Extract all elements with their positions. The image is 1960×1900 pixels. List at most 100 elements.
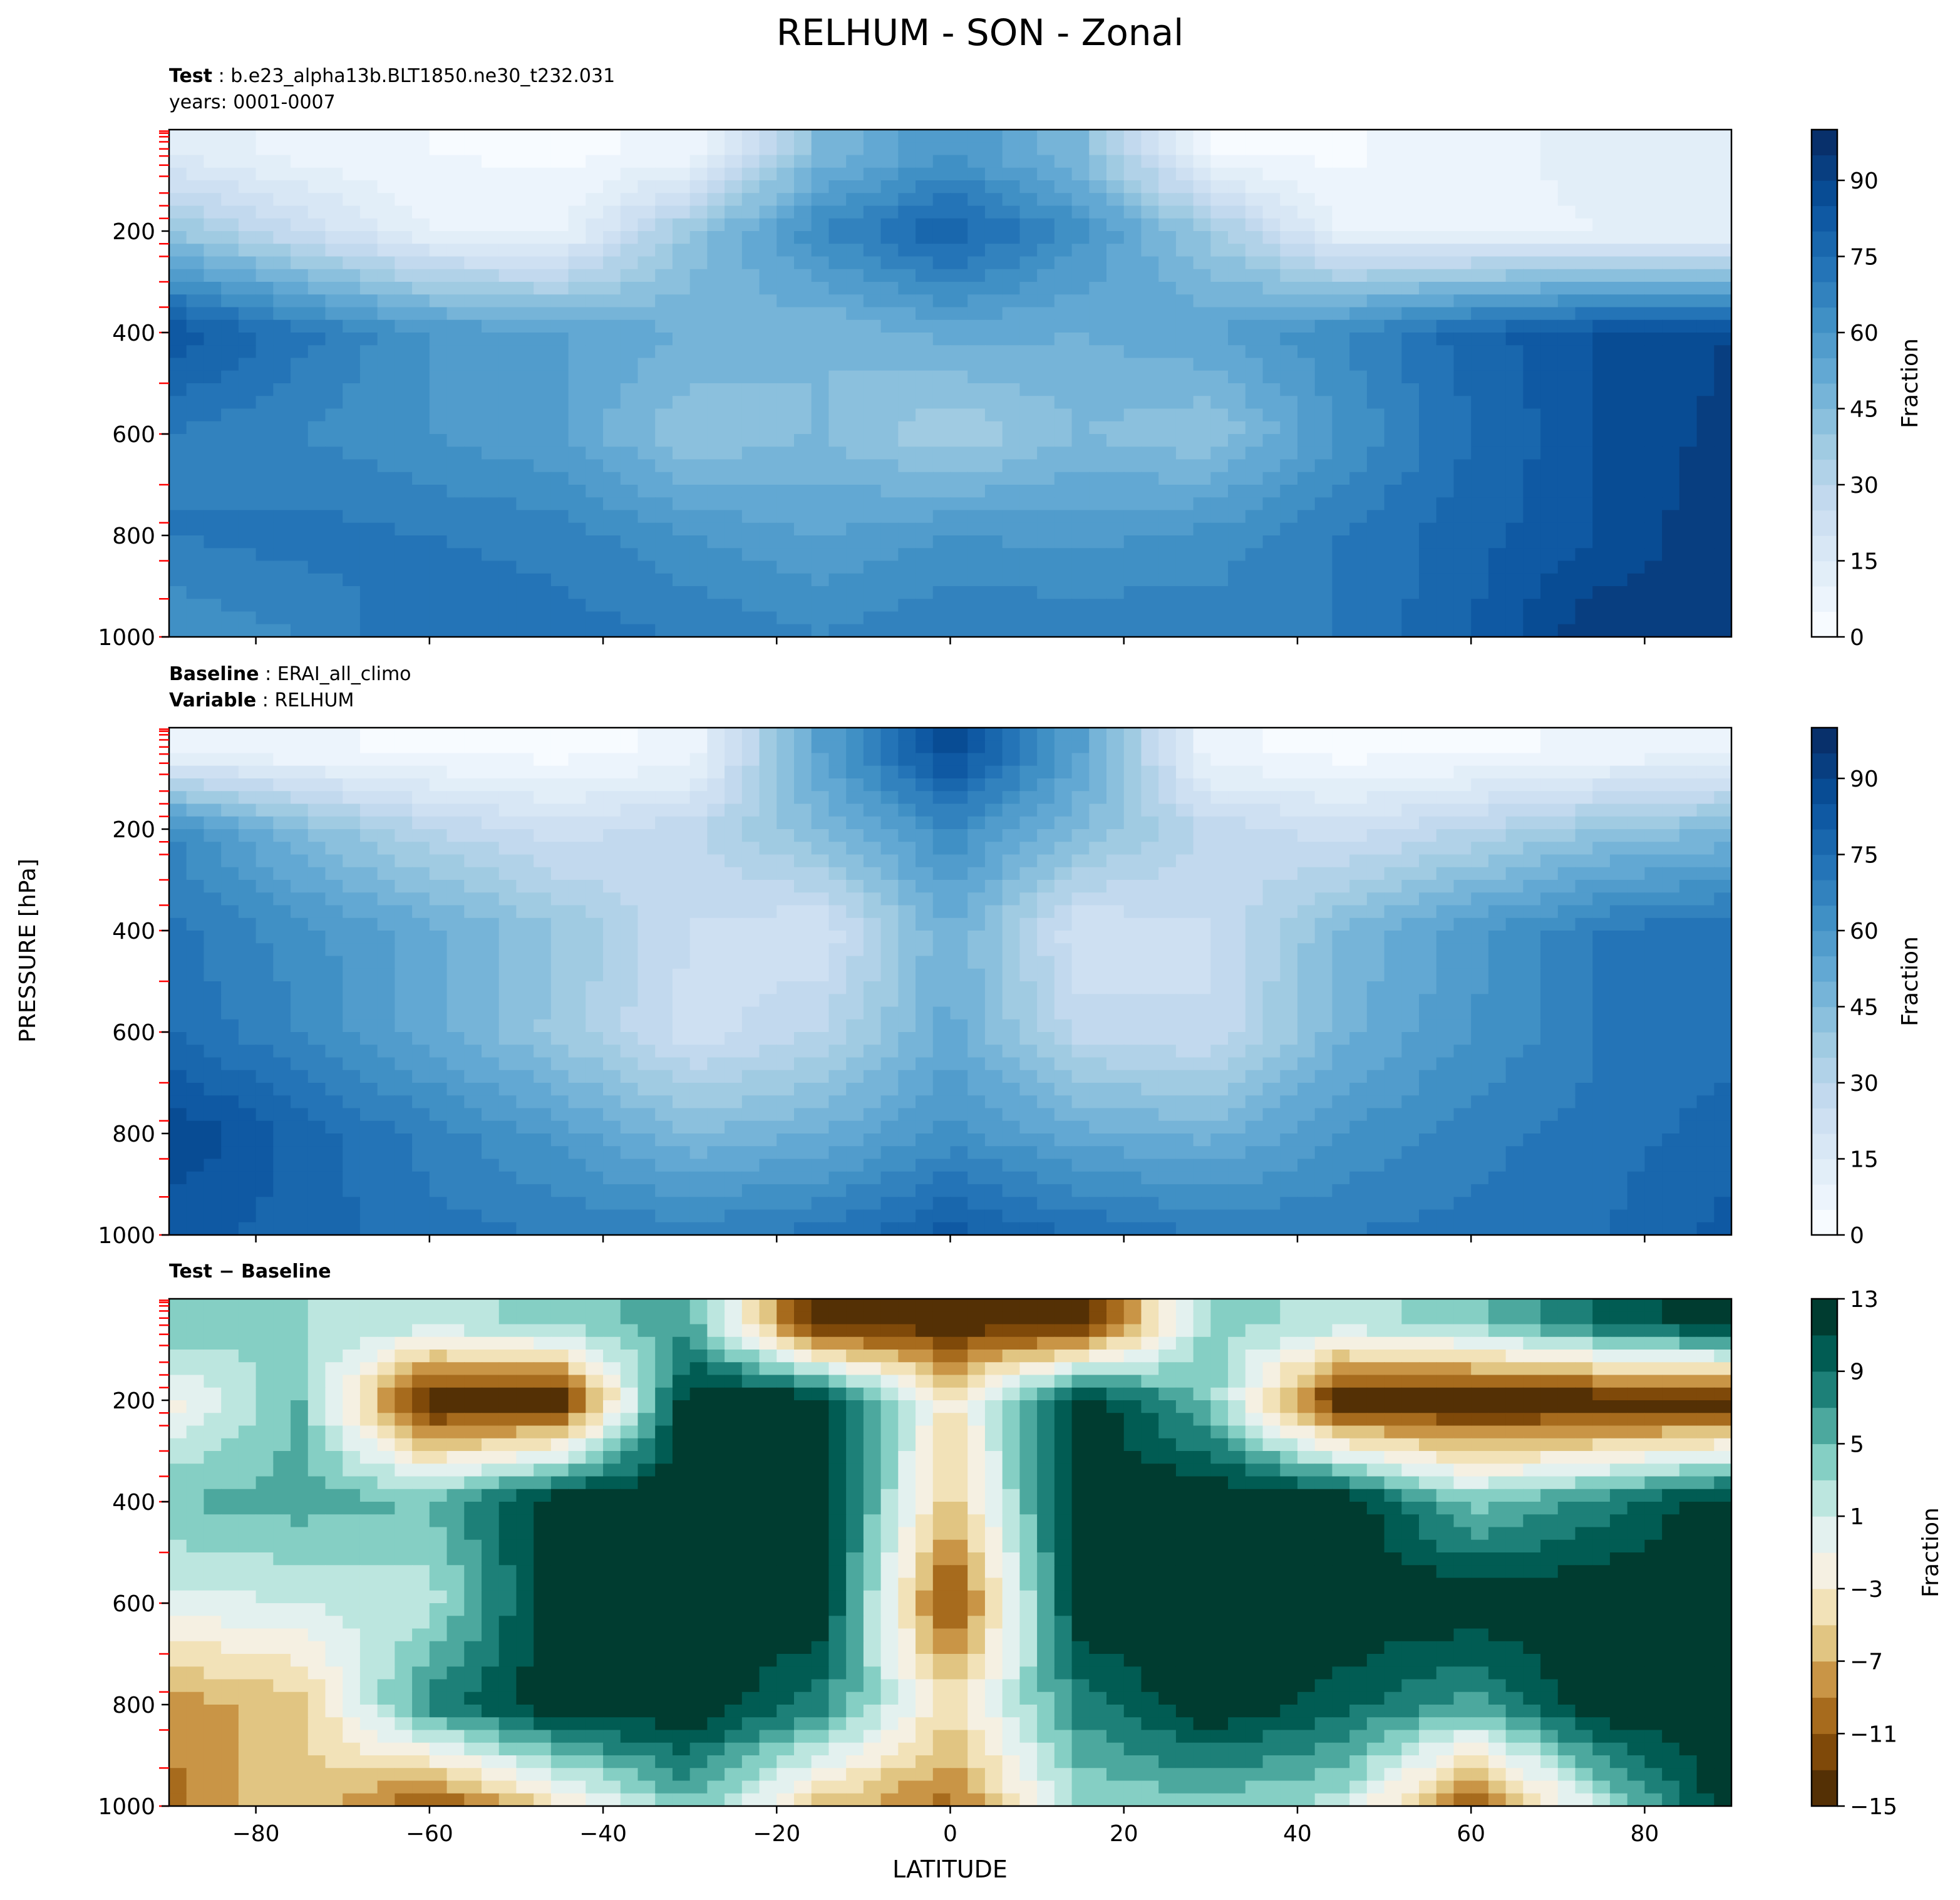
heatmap-cell: [1366, 256, 1385, 270]
heatmap-cell: [1193, 842, 1211, 855]
heatmap-cell: [1523, 180, 1541, 194]
heatmap-cell: [1366, 383, 1385, 396]
heatmap-cell: [238, 535, 257, 549]
heatmap-cell: [1262, 193, 1281, 207]
heatmap-cell: [273, 548, 291, 562]
heatmap-cell: [1401, 816, 1420, 830]
heatmap-cell: [1453, 358, 1472, 371]
heatmap-cell: [169, 778, 187, 792]
heatmap-cell: [1071, 333, 1090, 346]
heatmap-cell: [429, 880, 448, 893]
heatmap-cell: [1245, 599, 1264, 612]
heatmap-cell: [1262, 791, 1281, 805]
heatmap-cell: [1366, 854, 1385, 868]
heatmap-cell: [585, 905, 604, 919]
heatmap-cell: [1436, 740, 1455, 754]
heatmap-cell: [1019, 728, 1038, 741]
heatmap-cell: [1662, 791, 1680, 805]
heatmap-cell: [307, 586, 326, 599]
heatmap-cell: [950, 396, 968, 410]
heatmap-cell: [1262, 370, 1281, 384]
heatmap-cell: [255, 383, 274, 396]
heatmap-cell: [1384, 854, 1402, 868]
x-axis-label: LATITUDE: [892, 1856, 1008, 1883]
heatmap-cell: [255, 740, 274, 754]
heatmap-cell: [863, 269, 882, 282]
heatmap-cell: [1540, 358, 1559, 371]
heatmap-cell: [498, 370, 517, 384]
heatmap-cell: [1644, 155, 1663, 168]
heatmap-cell: [1523, 791, 1541, 805]
heatmap-cell: [1175, 447, 1194, 460]
heatmap-cell: [446, 535, 465, 549]
heatmap-cell: [1523, 408, 1541, 422]
heatmap-cell: [1696, 791, 1715, 805]
heatmap-cell: [984, 472, 1003, 485]
heatmap-cell: [620, 383, 639, 396]
heatmap-cell: [291, 447, 309, 460]
heatmap-cell: [725, 599, 743, 612]
heatmap-cell: [1123, 740, 1142, 754]
heatmap-cell: [707, 599, 725, 612]
heatmap-cell: [464, 485, 482, 498]
heatmap-cell: [725, 548, 743, 562]
heatmap-cell: [1193, 307, 1211, 321]
heatmap-cell: [1627, 333, 1645, 346]
heatmap-cell: [498, 842, 517, 855]
heatmap-cell: [1384, 244, 1402, 257]
heatmap-cell: [377, 218, 395, 232]
heatmap-cell: [880, 791, 899, 805]
heatmap-cell: [1314, 256, 1333, 270]
heatmap-cell: [1540, 408, 1559, 422]
heatmap-cell: [689, 459, 708, 473]
heatmap-cell: [1210, 599, 1229, 612]
heatmap-cell: [1488, 753, 1507, 767]
heatmap-cell: [1436, 791, 1455, 805]
heatmap-cell: [932, 333, 951, 346]
heatmap-cell: [1141, 497, 1159, 511]
heatmap-cell: [984, 611, 1003, 625]
heatmap-cell: [395, 434, 413, 447]
heatmap-cell: [1419, 816, 1437, 830]
heatmap-cell: [1123, 358, 1142, 371]
heatmap-cell: [1349, 421, 1368, 435]
heatmap-cell: [343, 535, 361, 549]
heatmap-cell: [1297, 560, 1316, 574]
heatmap-cell: [1366, 892, 1385, 906]
heatmap-cell: [273, 905, 291, 919]
heatmap-cell: [794, 307, 812, 321]
heatmap-cell: [1609, 408, 1628, 422]
heatmap-cell: [916, 459, 934, 473]
heatmap-cell: [1297, 472, 1316, 485]
heatmap-cell: [794, 573, 812, 587]
heatmap-cell: [1054, 548, 1073, 562]
heatmap-cell: [794, 370, 812, 384]
heatmap-cell: [1210, 611, 1229, 625]
heatmap-cell: [273, 892, 291, 906]
heatmap-cell: [1592, 459, 1611, 473]
heatmap-cell: [550, 778, 569, 792]
heatmap-cell: [1193, 803, 1211, 817]
heatmap-cell: [1314, 333, 1333, 346]
panel-header-text: ERAI_all_climo: [277, 663, 411, 685]
heatmap-cell: [603, 854, 621, 868]
heatmap-cell: [1262, 778, 1281, 792]
heatmap-cell: [568, 294, 586, 308]
heatmap-cell: [1627, 791, 1645, 805]
heatmap-cell: [1089, 816, 1107, 830]
heatmap-cell: [1523, 333, 1541, 346]
heatmap-cell: [498, 740, 517, 754]
heatmap-cell: [482, 624, 500, 637]
heatmap-cell: [741, 333, 760, 346]
heatmap-cell: [880, 765, 899, 779]
heatmap-cell: [1644, 231, 1663, 244]
heatmap-cell: [1106, 307, 1125, 321]
heatmap-cell: [1175, 573, 1194, 587]
heatmap-cell: [776, 892, 795, 906]
heatmap-cell: [811, 854, 830, 868]
heatmap-cell: [1540, 624, 1559, 637]
heatmap-cell: [1696, 319, 1715, 333]
heatmap-cell: [1123, 599, 1142, 612]
heatmap-cell: [863, 624, 882, 637]
heatmap-cell: [221, 370, 239, 384]
